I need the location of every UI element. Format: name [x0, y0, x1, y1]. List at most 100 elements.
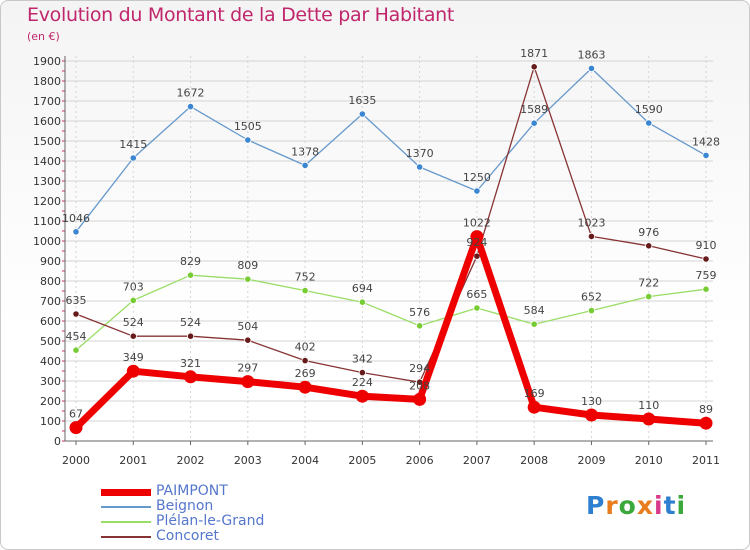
- data-label: 1871: [520, 47, 548, 60]
- data-label: 208: [409, 379, 430, 392]
- x-tick-label: 2001: [119, 454, 147, 467]
- logo-letter: o: [618, 491, 637, 520]
- data-label: 294: [409, 362, 430, 375]
- data-label: 1428: [692, 135, 720, 148]
- series-line-concoret: [75, 66, 707, 383]
- data-point: [527, 400, 541, 414]
- data-label: 829: [180, 255, 201, 268]
- data-label: 1672: [177, 87, 205, 100]
- logo-letter: P: [586, 491, 606, 520]
- y-tick-label: 500: [40, 335, 61, 348]
- data-point: [473, 304, 481, 312]
- x-tick-label: 2002: [177, 454, 205, 467]
- data-label: 1022: [463, 217, 491, 230]
- data-label: 454: [66, 330, 87, 343]
- y-tick-label: 900: [40, 255, 61, 268]
- data-label: 342: [352, 353, 373, 366]
- data-point: [129, 296, 137, 304]
- chart-subtitle: (en €): [27, 30, 60, 43]
- data-point: [416, 322, 424, 330]
- data-label: 169: [524, 387, 545, 400]
- data-label: 1863: [577, 48, 605, 61]
- y-tick-label: 400: [40, 355, 61, 368]
- y-tick-label: 1100: [33, 215, 61, 228]
- data-label: 752: [295, 271, 316, 284]
- data-label: 297: [237, 362, 258, 375]
- data-point: [241, 375, 255, 389]
- data-label: 635: [66, 294, 87, 307]
- data-point: [699, 416, 713, 430]
- data-label: 130: [581, 395, 602, 408]
- logo-letter: i: [676, 491, 687, 520]
- y-tick-label: 600: [40, 315, 61, 328]
- data-point: [645, 119, 653, 127]
- data-point: [584, 408, 598, 422]
- data-label: 269: [295, 367, 316, 380]
- legend-swatch: [101, 488, 151, 496]
- y-tick-label: 1700: [33, 95, 61, 108]
- data-point: [587, 306, 596, 315]
- data-point: [587, 64, 596, 73]
- data-label: 1370: [406, 147, 434, 160]
- data-label: 1046: [62, 212, 90, 225]
- data-label: 110: [638, 399, 659, 412]
- y-tick-label: 0: [54, 435, 61, 448]
- data-point: [301, 356, 309, 365]
- data-point: [587, 232, 596, 240]
- chart-title: Evolution du Montant de la Dette par Hab…: [27, 4, 455, 26]
- logo-letter: t: [663, 491, 677, 520]
- data-label: 1023: [577, 216, 605, 229]
- data-label: 924: [466, 236, 487, 249]
- y-tick-label: 1000: [33, 235, 61, 248]
- y-tick-label: 1900: [33, 55, 61, 68]
- y-tick-label: 1300: [33, 175, 61, 188]
- x-tick-label: 2008: [520, 454, 548, 467]
- data-point: [645, 292, 653, 301]
- data-point: [416, 163, 424, 171]
- data-label: 1589: [520, 103, 548, 116]
- series-line-pl-lan-le-grand: [75, 274, 707, 351]
- data-label: 402: [295, 341, 316, 354]
- data-point: [358, 110, 366, 118]
- data-label: 1415: [119, 138, 147, 151]
- data-point: [129, 332, 137, 340]
- data-label: 576: [409, 306, 430, 319]
- data-point: [244, 136, 252, 144]
- data-label: 524: [180, 316, 201, 329]
- data-point: [645, 242, 653, 250]
- data-label: 67: [69, 408, 83, 421]
- data-label: 321: [180, 357, 201, 370]
- data-point: [702, 285, 710, 293]
- data-label: 504: [237, 320, 258, 333]
- data-label: 703: [123, 280, 144, 293]
- legend-label: Plélan-le-Grand: [156, 513, 265, 529]
- x-tick-label: 2005: [348, 454, 376, 467]
- data-point: [126, 364, 140, 378]
- y-tick-label: 100: [40, 415, 61, 428]
- y-tick-label: 1200: [33, 195, 61, 208]
- x-tick-label: 2004: [291, 454, 319, 467]
- x-tick-label: 2011: [692, 454, 720, 467]
- y-tick-label: 1500: [33, 135, 61, 148]
- data-label: 809: [237, 259, 258, 272]
- data-point: [72, 346, 80, 354]
- data-point: [301, 286, 309, 295]
- x-tick-label: 2006: [406, 454, 434, 467]
- data-label: 910: [696, 239, 717, 252]
- data-label: 1505: [234, 120, 262, 133]
- legend-label: PAIMPONT: [156, 483, 228, 499]
- data-point: [186, 103, 195, 111]
- data-point: [355, 389, 369, 403]
- y-tick-label: 200: [40, 395, 61, 408]
- data-label: 722: [638, 277, 659, 290]
- series-line-paimpont: [72, 233, 710, 432]
- legend-swatch: [101, 521, 151, 523]
- data-label: 1250: [463, 171, 491, 184]
- data-point: [530, 119, 538, 127]
- data-point: [244, 275, 252, 283]
- data-point: [184, 370, 198, 384]
- data-point: [470, 230, 484, 244]
- data-label: 759: [696, 269, 717, 282]
